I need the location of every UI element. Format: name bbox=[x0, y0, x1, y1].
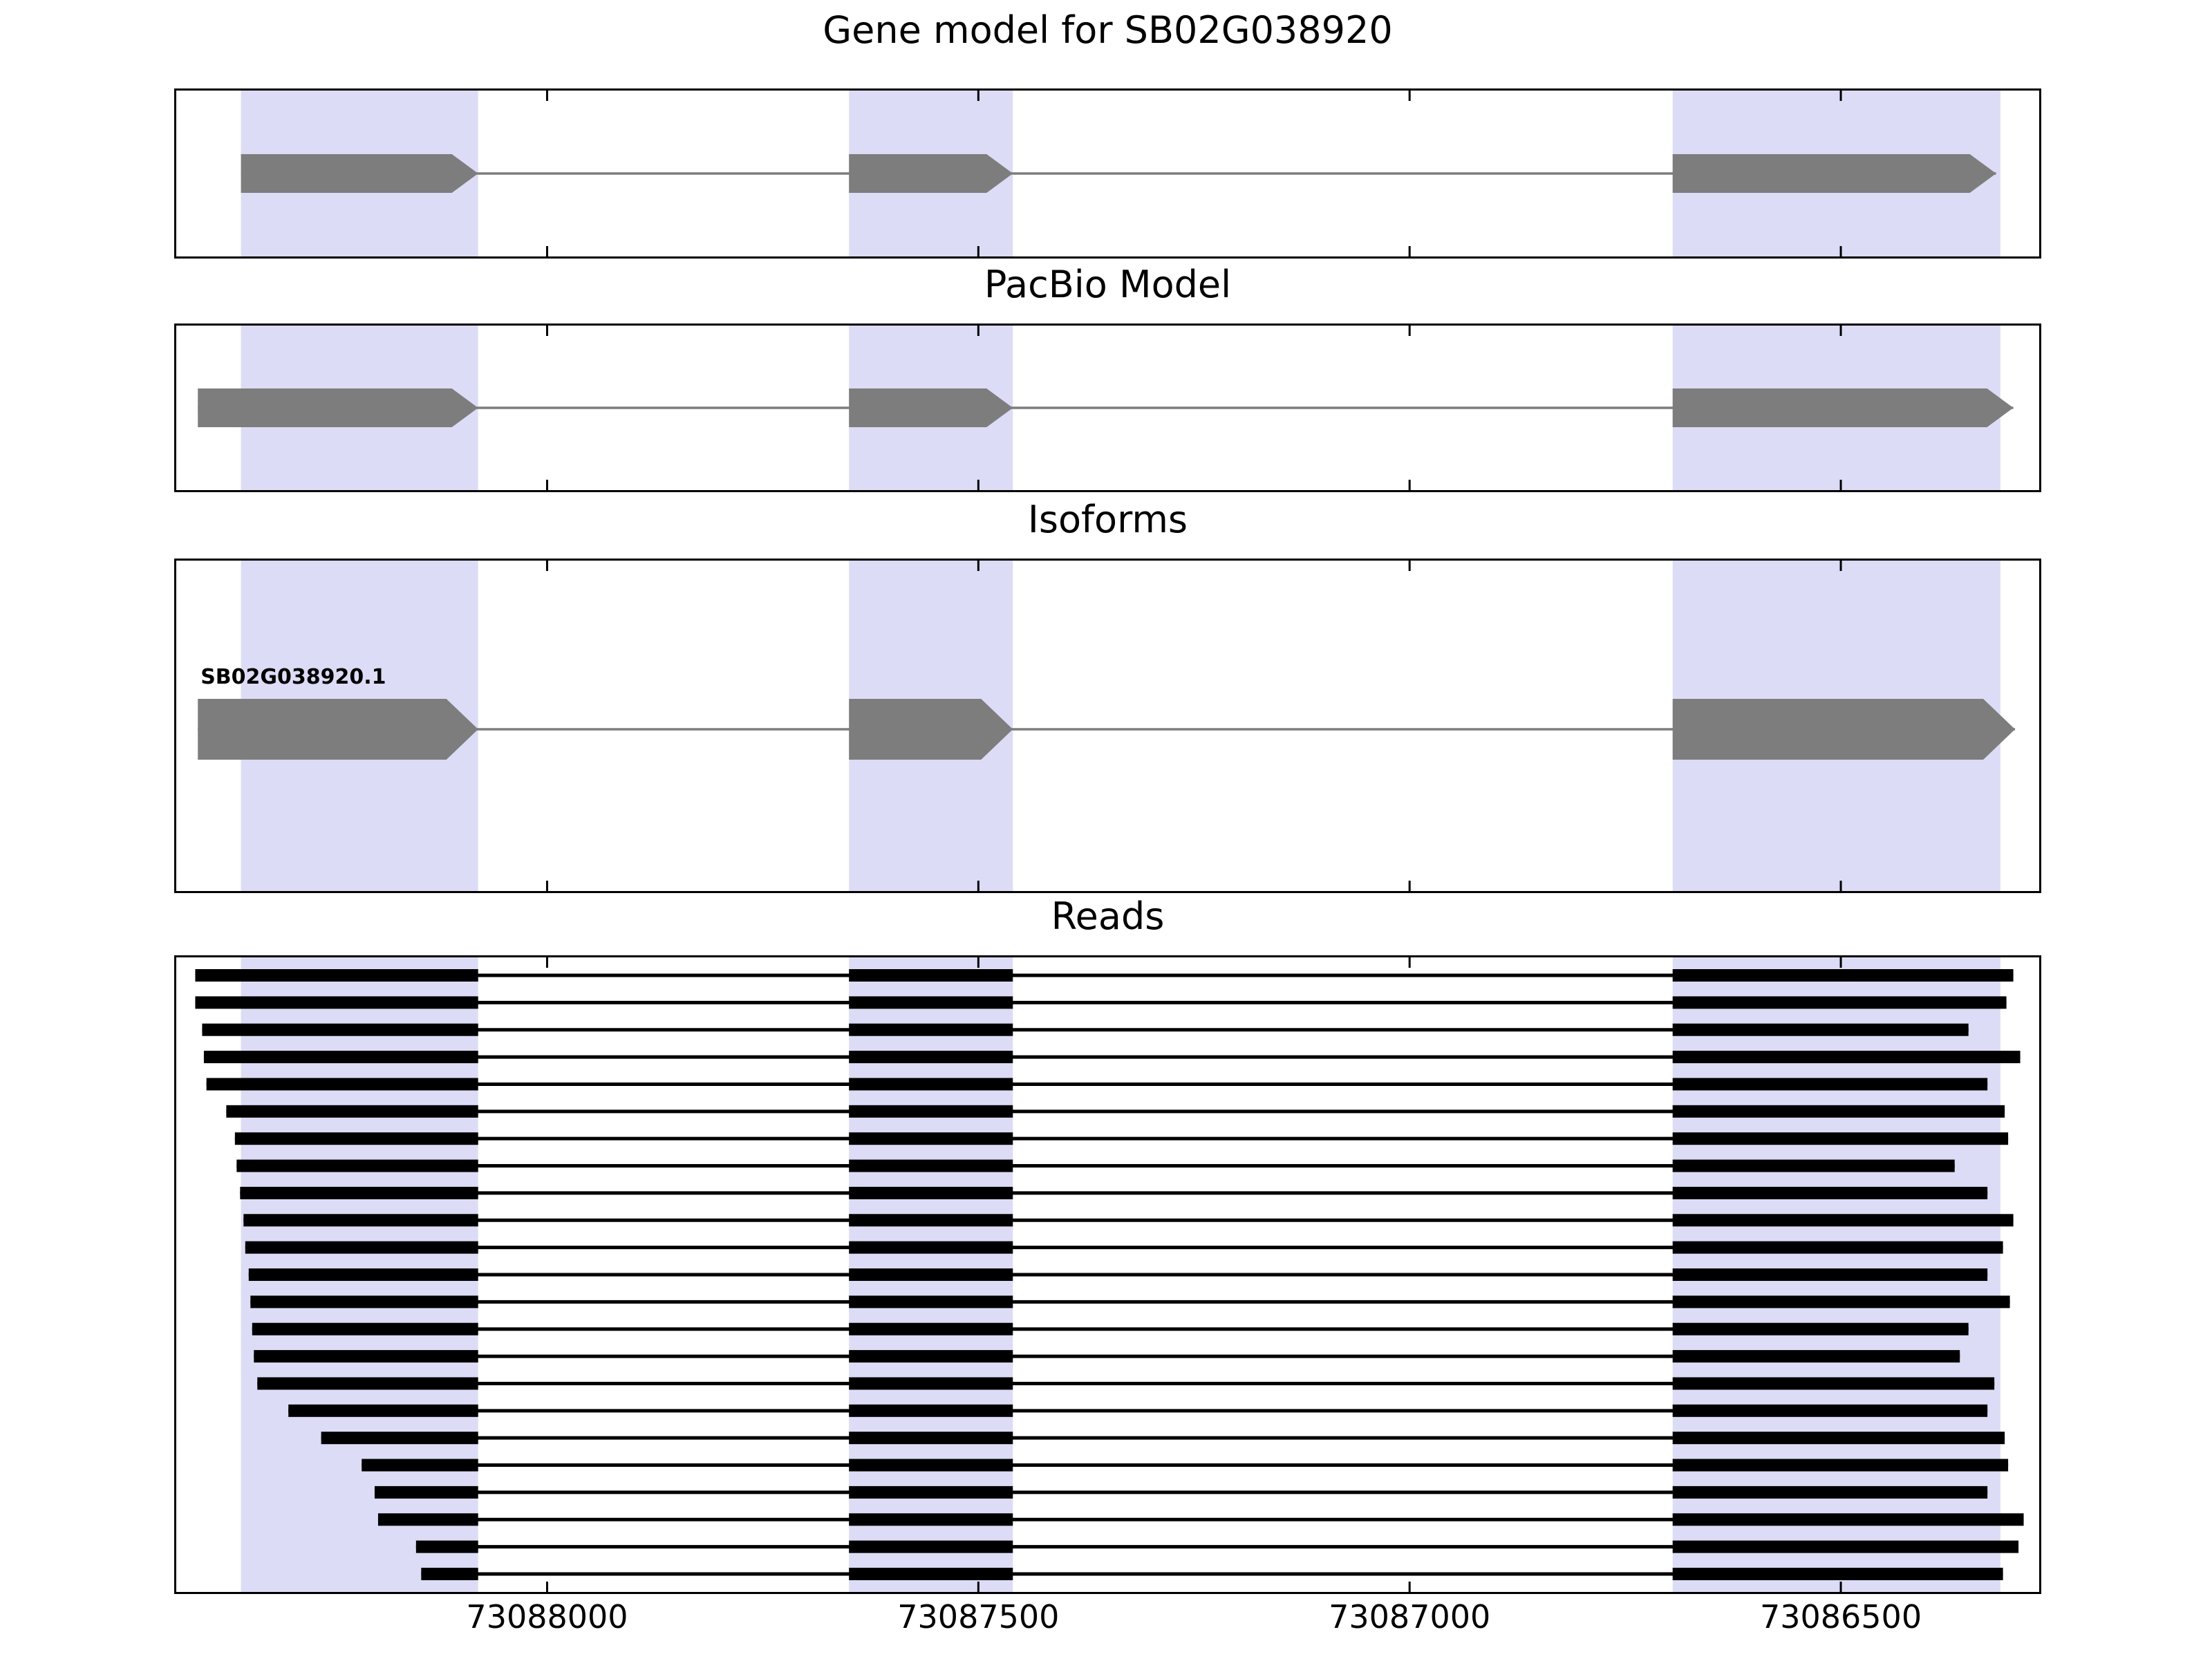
panel-gene-model-track bbox=[174, 88, 2041, 259]
gene-model-plot bbox=[241, 91, 2000, 256]
svg-text:SB02G038920.1: SB02G038920.1 bbox=[200, 665, 386, 689]
panel-title-pacbio-model: PacBio Model bbox=[984, 263, 1232, 306]
reads-plot bbox=[195, 957, 2024, 1592]
panel-pacbio-model-track bbox=[174, 324, 2041, 492]
panel-title-isoforms: Isoforms bbox=[1027, 498, 1188, 541]
panel-isoforms-track: SB02G038920.1 bbox=[174, 559, 2041, 893]
isoforms-plot: SB02G038920.1 bbox=[198, 561, 2016, 891]
x-axis-tick-label: 73087000 bbox=[1329, 1598, 1491, 1635]
x-axis-tick-label: 73086500 bbox=[1759, 1598, 1922, 1635]
x-axis-tick-labels: 73088000 73087500 73087000 73086500 bbox=[0, 1598, 2212, 1647]
panel-title-reads: Reads bbox=[1051, 894, 1165, 938]
x-axis-tick-label: 73087500 bbox=[897, 1598, 1060, 1635]
x-axis-tick-label: 73088000 bbox=[466, 1598, 628, 1635]
panel-title-gene-model: Gene model for SB02G038920 bbox=[823, 8, 1393, 52]
panel-reads-track bbox=[174, 955, 2041, 1594]
pacbio-model-plot bbox=[198, 326, 2014, 490]
